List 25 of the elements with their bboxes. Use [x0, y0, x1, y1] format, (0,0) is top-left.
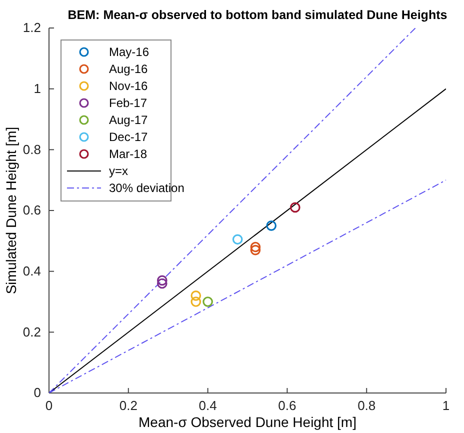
x-tick-label: 0.2: [119, 398, 138, 414]
x-tick-label: 0: [45, 398, 53, 414]
y-tick-label: 1.2: [22, 20, 41, 36]
legend-label: Feb-17: [109, 96, 148, 110]
legend-label: Aug-16: [109, 62, 148, 76]
legend-label: Aug-17: [109, 113, 148, 127]
x-axis-title: Mean-σ Observed Dune Height [m]: [138, 414, 356, 430]
y-tick-label: 0.4: [22, 263, 41, 278]
x-tick-label: 0.4: [198, 398, 217, 414]
y-tick-label: 0.2: [22, 324, 41, 340]
legend-label: y=x: [109, 164, 128, 178]
legend-label: Mar-18: [109, 147, 148, 161]
x-tick-label: 0.8: [358, 398, 376, 414]
x-tick-label: 0.6: [278, 398, 296, 414]
y-axis-title: Simulated Dune Height [m]: [3, 126, 19, 294]
y-tick-label: 0.6: [22, 202, 41, 218]
x-tick-label: 1: [442, 398, 450, 414]
legend-label: Dec-17: [109, 130, 148, 144]
chart-title: BEM: Mean-σ observed to bottom band simulated Dune Heights: [68, 8, 448, 22]
legend-label: May-16: [109, 45, 150, 59]
legend-label: 30% deviation: [109, 181, 184, 195]
y-tick-label: 0.8: [22, 142, 41, 157]
legend-label: Nov-16: [109, 79, 148, 93]
y-tick-label: 0: [34, 385, 41, 400]
y-tick-label: 1: [34, 80, 41, 96]
